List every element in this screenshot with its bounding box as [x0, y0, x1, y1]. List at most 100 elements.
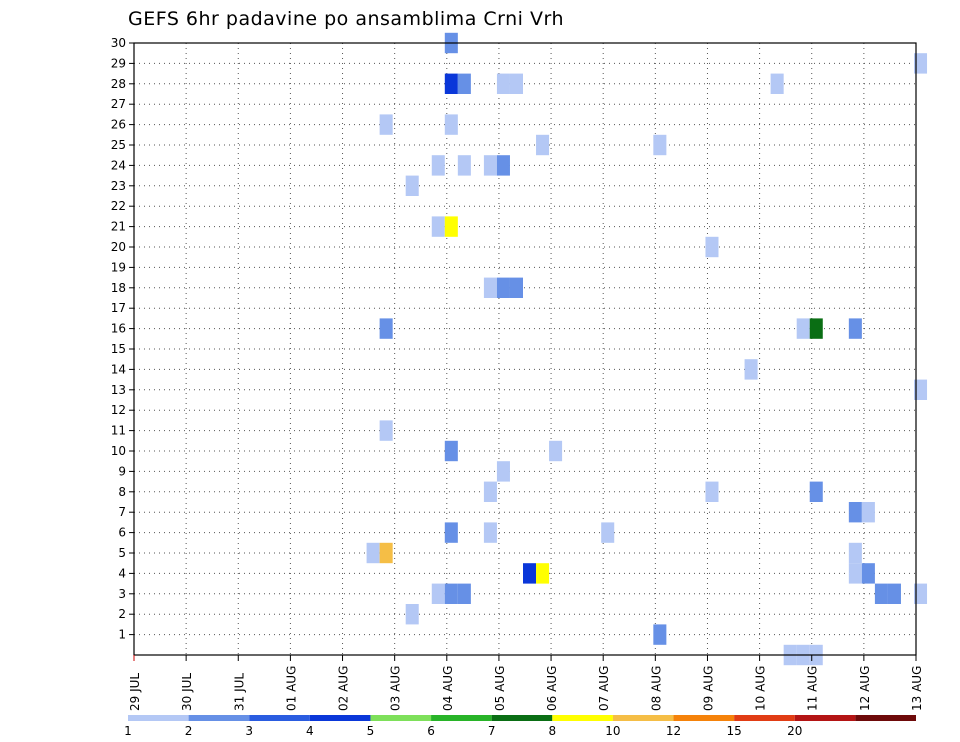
- precip-cell: [848, 542, 862, 564]
- colorbar-segment: [855, 715, 916, 721]
- precip-cell: [379, 114, 393, 135]
- precip-cell: [444, 440, 458, 462]
- colorbar-label: 10: [605, 724, 620, 738]
- precip-cell: [366, 542, 380, 564]
- colorbar-label: 3: [245, 724, 253, 738]
- y-tick-label: 4: [118, 566, 126, 580]
- y-tick-label: 22: [111, 199, 126, 213]
- y-tick-label: 6: [118, 526, 126, 540]
- precip-cell: [509, 73, 523, 94]
- precip-cell: [848, 563, 862, 584]
- precip-cell: [536, 134, 550, 156]
- precip-cell: [848, 318, 862, 339]
- y-tick-label: 19: [111, 260, 126, 274]
- colorbar-segment: [309, 715, 371, 721]
- y-tick-label: 20: [111, 240, 126, 254]
- precip-cell: [770, 73, 784, 94]
- y-tick-label: 27: [111, 97, 126, 111]
- precip-cell: [848, 502, 862, 523]
- colorbar-segment: [491, 715, 553, 721]
- precip-cell: [457, 583, 471, 604]
- precip-cell: [483, 522, 497, 543]
- y-tick-label: 21: [111, 220, 126, 234]
- precip-cell: [483, 155, 497, 176]
- x-tick-label: 04 AUG: [441, 666, 455, 711]
- precip-cell: [444, 522, 458, 543]
- y-tick-label: 25: [111, 138, 126, 152]
- x-tick-label: 13 AUG: [910, 666, 924, 711]
- precip-cell: [431, 216, 445, 237]
- precip-cell: [431, 155, 445, 176]
- y-tick-label: 7: [118, 505, 126, 519]
- y-tick-label: 16: [111, 322, 126, 336]
- x-tick-label: 09 AUG: [701, 666, 715, 711]
- x-tick-label: 31 JUL: [232, 673, 246, 711]
- precip-cell: [496, 461, 510, 482]
- x-tick-label: 12 AUG: [858, 666, 872, 711]
- precip-cell: [483, 277, 497, 298]
- y-tick-label: 26: [111, 118, 126, 132]
- x-tick-label: 30 JUL: [180, 673, 194, 711]
- precip-cell: [705, 236, 719, 258]
- precip-cell: [536, 563, 550, 584]
- colorbar-segment: [734, 715, 795, 721]
- y-tick-label: 17: [111, 301, 126, 315]
- x-tick-label: 29 JUL: [128, 673, 142, 711]
- x-tick-label: 02 AUG: [337, 666, 351, 711]
- precip-cell: [549, 440, 563, 462]
- precip-cell: [861, 502, 875, 523]
- y-tick-label: 3: [118, 587, 126, 601]
- colorbar-label: 1: [124, 724, 132, 738]
- precip-cell: [496, 73, 510, 94]
- precip-cell: [444, 583, 458, 604]
- colorbar-segment: [673, 715, 735, 721]
- y-tick-label: 24: [111, 158, 126, 172]
- precip-cell: [796, 318, 810, 339]
- precip-cell: [496, 155, 510, 176]
- y-tick-label: 2: [118, 607, 126, 621]
- precip-cell: [457, 155, 471, 176]
- y-tick-label: 29: [111, 56, 126, 70]
- precip-cell: [405, 175, 419, 196]
- precip-cell: [379, 542, 393, 564]
- colorbar-segment: [552, 715, 613, 721]
- colorbar-segment: [188, 715, 250, 721]
- colorbar-segment: [249, 715, 310, 721]
- y-tick-label: 14: [111, 362, 126, 376]
- precip-cell: [523, 563, 537, 584]
- chart-title: GEFS 6hr padavine po ansamblima Crni Vrh: [128, 8, 564, 30]
- x-tick-label: 07 AUG: [597, 666, 611, 711]
- colorbar-label: 20: [787, 724, 802, 738]
- colorbar-label: 8: [548, 724, 556, 738]
- precip-cell: [861, 563, 875, 584]
- x-tick-label: 11 AUG: [806, 666, 820, 711]
- colorbar-segment: [612, 715, 674, 721]
- colorbar-label: 2: [185, 724, 193, 738]
- x-tick-label: 06 AUG: [545, 666, 559, 711]
- x-tick-label: 01 AUG: [284, 666, 298, 711]
- precip-cell: [601, 522, 615, 543]
- x-tick-label: 03 AUG: [389, 666, 403, 711]
- precip-cell: [809, 318, 823, 339]
- colorbar-label: 4: [306, 724, 314, 738]
- colorbar-label: 6: [427, 724, 435, 738]
- precip-cell: [379, 318, 393, 339]
- precip-cell: [379, 420, 393, 441]
- precip-cell: [874, 583, 888, 604]
- y-tick-label: 10: [111, 444, 126, 458]
- y-tick-label: 11: [111, 424, 126, 438]
- precip-cell: [483, 481, 497, 502]
- x-tick-label: 05 AUG: [493, 666, 507, 711]
- precip-cell: [444, 73, 458, 94]
- colorbar-segment: [794, 715, 856, 721]
- colorbar-label: 7: [488, 724, 496, 738]
- precip-cell: [509, 277, 523, 298]
- precip-cell: [914, 53, 928, 74]
- x-tick-label: 08 AUG: [649, 666, 663, 711]
- colorbar-segment: [370, 715, 432, 721]
- precip-cell: [457, 73, 471, 94]
- x-tick-label: 10 AUG: [754, 666, 768, 711]
- precip-cell: [444, 114, 458, 135]
- precip-cell: [405, 604, 419, 625]
